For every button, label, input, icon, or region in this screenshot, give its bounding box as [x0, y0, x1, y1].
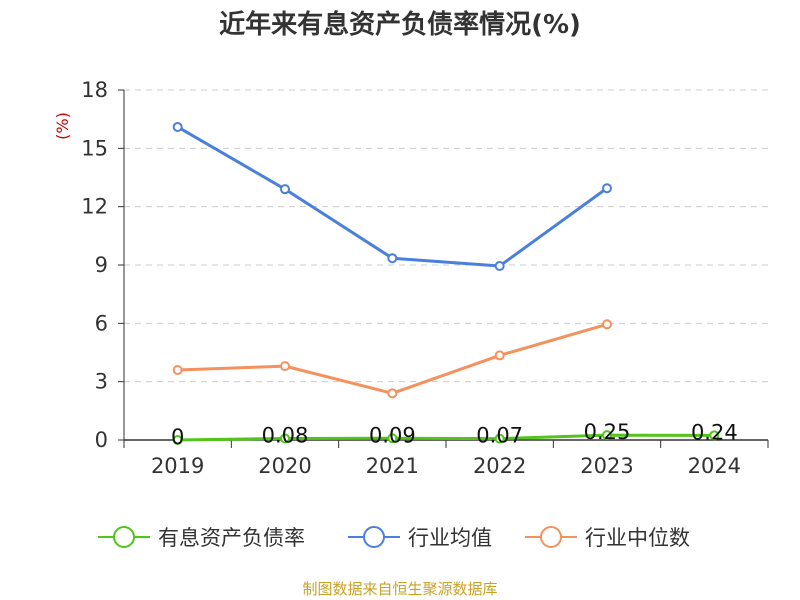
series-1-line [176, 125, 608, 268]
y-tick-label: 15 [81, 136, 108, 160]
data-label: 0.08 [262, 423, 309, 447]
legend-item[interactable]: 行业中位数 [525, 526, 690, 550]
data-label: 0.24 [691, 420, 738, 444]
x-tick-label: 2023 [580, 454, 633, 478]
series-2-point [602, 319, 612, 330]
series-0-point [280, 433, 290, 444]
x-tick-label: 2022 [473, 454, 526, 478]
series-0-point [709, 430, 720, 441]
y-tick-label: 0 [95, 428, 108, 452]
legend-label: 行业均值 [408, 526, 492, 550]
series-1-point [602, 183, 612, 194]
series-0-point [387, 433, 398, 444]
data-label: 0.07 [476, 424, 523, 448]
y-tick-label: 9 [95, 253, 108, 277]
data-label: 0.09 [369, 423, 416, 447]
axes: 0 3 6 9 12 15 18 2019 2020 2021 2022 2023 2024 [81, 78, 769, 478]
series-lines [172, 121, 720, 445]
legend[interactable]: 有息资产负债率 行业均值 行业中位数 [98, 526, 690, 550]
x-tick-label: 2021 [366, 454, 419, 478]
legend-marker [363, 526, 385, 548]
series-2-point [387, 388, 398, 399]
y-tick-label: 12 [81, 195, 108, 219]
series-2-point [494, 350, 505, 361]
data-label: 0.25 [584, 420, 631, 444]
legend-label: 有息资产负债率 [158, 526, 305, 550]
series-0-line [177, 433, 715, 442]
series-0-point [494, 433, 505, 444]
y-tick-label: 3 [95, 370, 108, 394]
x-tick-label: 2020 [258, 454, 311, 478]
y-tick-label: 6 [95, 311, 108, 335]
data-labels: 0 0.08 0.09 0.07 0.25 0.24 [171, 420, 738, 449]
data-label: 0 [171, 425, 184, 449]
series-2-point [172, 365, 183, 375]
x-tick-label: 2019 [151, 454, 204, 478]
series-1-point [280, 184, 290, 195]
series-2-line [177, 322, 608, 395]
y-tick-label: 18 [81, 78, 108, 102]
y-axis-label: (%) [53, 112, 72, 140]
legend-marker [113, 526, 135, 548]
series-1-point [387, 253, 398, 264]
legend-item[interactable]: 行业均值 [348, 526, 492, 550]
series-1-point [172, 121, 183, 132]
gridlines [124, 89, 768, 383]
series-2-point [280, 361, 290, 372]
legend-marker [540, 526, 562, 548]
legend-item[interactable]: 有息资产负债率 [98, 526, 305, 550]
series-0-point [602, 430, 612, 441]
series-1-point [494, 260, 505, 271]
series-0-point [172, 435, 183, 445]
chart-title: 近年来有息资产负债率情况(%) [219, 9, 581, 40]
legend-label: 行业中位数 [585, 526, 690, 550]
source-note: 制图数据来自恒生聚源数据库 [302, 580, 497, 598]
x-tick-label: 2024 [688, 454, 741, 478]
